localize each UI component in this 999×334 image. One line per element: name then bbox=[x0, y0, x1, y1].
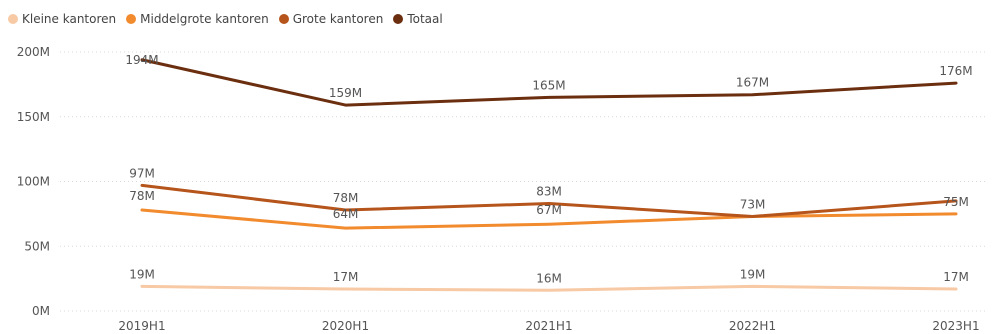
x-tick-label: 2023H1 bbox=[932, 319, 979, 333]
y-tick-label: 100M bbox=[17, 175, 50, 189]
y-tick-label: 50M bbox=[24, 239, 50, 253]
data-label: 78M bbox=[129, 189, 155, 203]
x-tick-label: 2019H1 bbox=[118, 319, 165, 333]
chart-legend: Kleine kantoren Middelgrote kantoren Gro… bbox=[8, 12, 443, 26]
y-tick-label: 0M bbox=[32, 304, 50, 318]
data-label: 159M bbox=[329, 86, 362, 100]
data-label: 64M bbox=[333, 207, 359, 221]
legend-dot-icon bbox=[126, 14, 137, 24]
data-label: 83M bbox=[536, 185, 562, 199]
data-label: 167M bbox=[736, 76, 769, 90]
legend-label: Grote kantoren bbox=[292, 12, 384, 26]
series-line-0 bbox=[140, 284, 958, 292]
series-line-2 bbox=[140, 183, 958, 218]
x-tick-label: 2022H1 bbox=[729, 319, 776, 333]
data-label: 194M bbox=[125, 53, 158, 67]
legend-dot-icon bbox=[8, 14, 18, 24]
data-label: 97M bbox=[129, 166, 155, 180]
legend-dot-icon bbox=[393, 14, 404, 24]
data-label: 16M bbox=[536, 271, 562, 285]
data-label: 165M bbox=[532, 78, 565, 92]
x-tick-label: 2020H1 bbox=[322, 319, 369, 333]
legend-label: Totaal bbox=[407, 12, 443, 26]
y-tick-label: 150M bbox=[17, 110, 50, 124]
legend-item-kleine-kantoren[interactable]: Kleine kantoren bbox=[8, 12, 116, 26]
data-label: 73M bbox=[740, 197, 766, 211]
x-tick-label: 2021H1 bbox=[525, 319, 572, 333]
legend-label: Kleine kantoren bbox=[22, 12, 117, 26]
data-label: 19M bbox=[129, 267, 155, 281]
legend-item-totaal[interactable]: Totaal bbox=[393, 12, 443, 26]
data-label: 75M bbox=[943, 195, 969, 209]
legend-item-middelgrote-kantoren[interactable]: Middelgrote kantoren bbox=[126, 12, 269, 26]
y-tick-label: 200M bbox=[17, 45, 50, 59]
legend-item-grote-kantoren[interactable]: Grote kantoren bbox=[278, 12, 384, 26]
data-label: 176M bbox=[939, 64, 972, 78]
data-label: 67M bbox=[536, 203, 562, 217]
data-label: 19M bbox=[740, 267, 766, 281]
series-line-3 bbox=[140, 58, 958, 107]
data-label: 17M bbox=[333, 270, 359, 284]
legend-dot-icon bbox=[278, 14, 289, 24]
data-label: 78M bbox=[333, 191, 359, 205]
series-line-1 bbox=[140, 208, 958, 230]
data-label: 17M bbox=[943, 270, 969, 284]
legend-label: Middelgrote kantoren bbox=[140, 12, 269, 26]
